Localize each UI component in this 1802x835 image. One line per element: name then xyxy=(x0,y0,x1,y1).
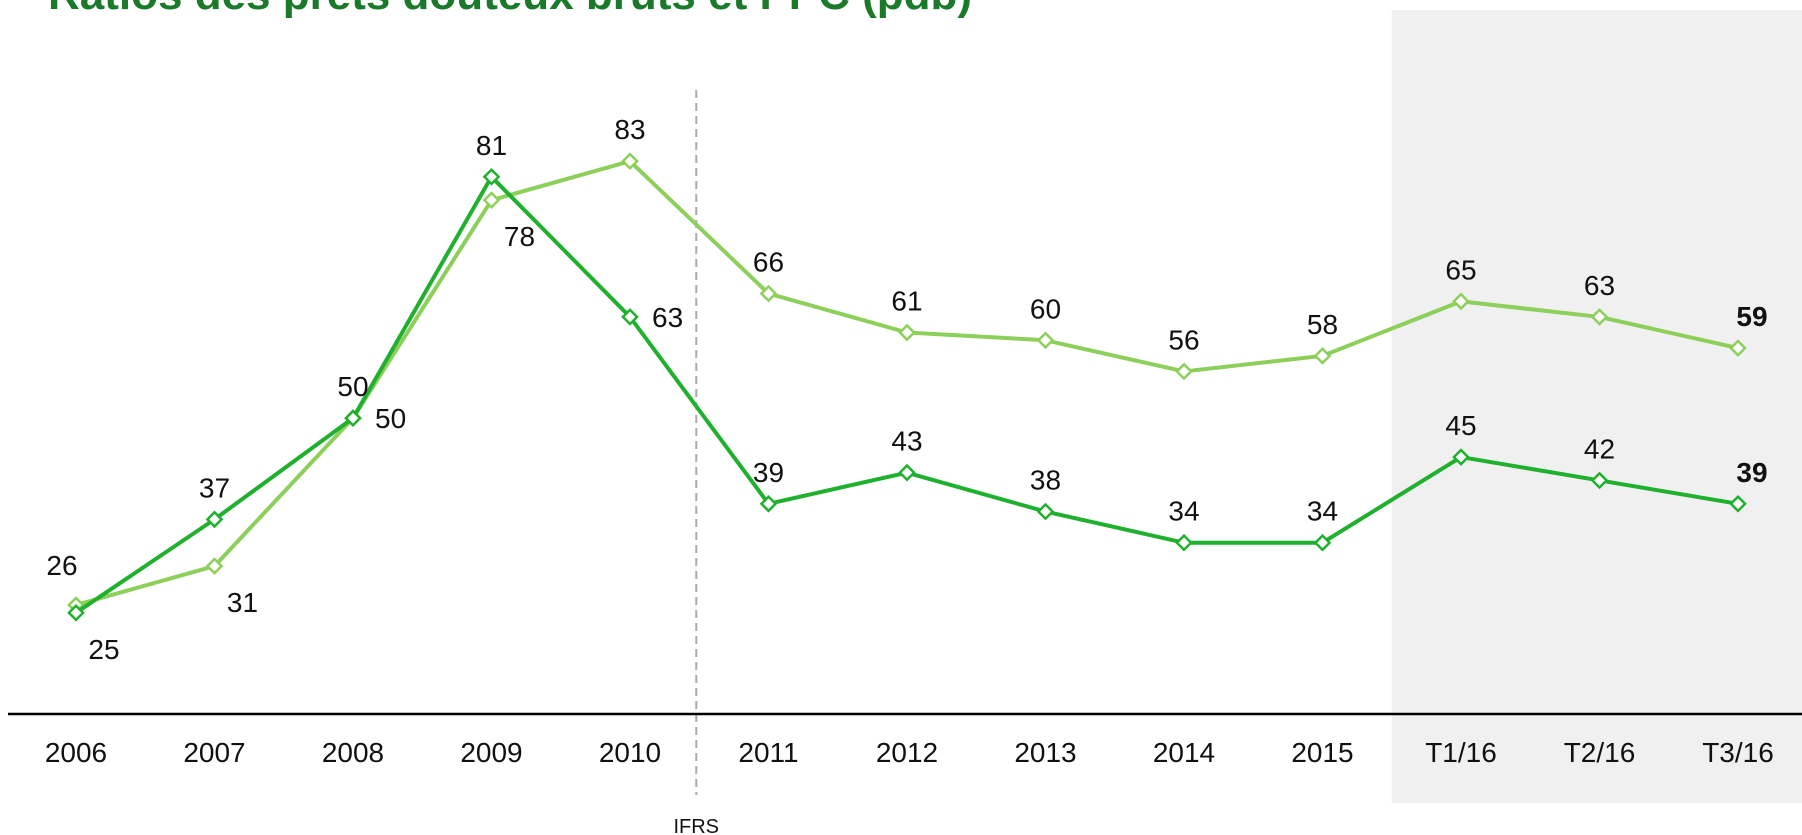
x-tick-label: T2/16 xyxy=(1564,737,1636,768)
series-1-point xyxy=(205,557,224,575)
series-1-point xyxy=(1590,308,1609,326)
series-1-point xyxy=(1313,347,1332,365)
series-2-point xyxy=(621,308,639,326)
x-tick-label: 2011 xyxy=(738,737,798,768)
series-layer: 26 31 50 78 83 66 61 60 56 58 65 63 59 25 37 50 81 63 39 43… xyxy=(46,114,1767,665)
x-tick-label: 2009 xyxy=(460,737,522,768)
series-1-data-label: 31 xyxy=(227,587,258,618)
series-2-point xyxy=(1175,533,1193,552)
series-2-data-label: 34 xyxy=(1307,496,1338,527)
series-1-data-label: 63 xyxy=(1584,270,1615,301)
series-2-point xyxy=(1729,494,1747,513)
series-1-point xyxy=(898,323,916,342)
series-1-data-label: 78 xyxy=(504,221,535,252)
series-1-point xyxy=(1175,362,1193,381)
x-tick-label: 2007 xyxy=(183,737,245,768)
series-2-data-label: 45 xyxy=(1445,410,1476,441)
x-tick-label: 2010 xyxy=(599,737,661,768)
series-2-data-label: 39 xyxy=(753,457,784,488)
series-1-data-label: 26 xyxy=(46,550,77,581)
series-2-data-label: 34 xyxy=(1168,496,1199,527)
series-2-data-label: 25 xyxy=(88,634,119,665)
series-2-point xyxy=(1452,448,1470,466)
series-2-point xyxy=(759,494,778,513)
series-2-point xyxy=(482,167,501,186)
series-2-point xyxy=(898,463,916,482)
series-2-data-label: 42 xyxy=(1584,433,1615,464)
series-2-point xyxy=(205,510,224,529)
series-2-data-label: 43 xyxy=(891,426,922,457)
series-1-data-label: 60 xyxy=(1030,293,1061,324)
series-1-data-label: 65 xyxy=(1445,254,1476,285)
series-1-point xyxy=(482,191,501,209)
ifrs-label: IFRS xyxy=(673,816,719,835)
series-1-data-label: 58 xyxy=(1307,309,1338,340)
series-1-point xyxy=(1729,339,1747,357)
series-1-point xyxy=(621,152,639,171)
series-1-data-label: 83 xyxy=(614,114,645,145)
series-1-point xyxy=(1452,292,1470,311)
series-1-data-label: 66 xyxy=(753,247,784,278)
series-2-point xyxy=(344,409,362,427)
series-2-point xyxy=(1036,502,1055,521)
series-2-data-label: 50 xyxy=(337,371,368,402)
series-2-data-label: 81 xyxy=(476,130,507,161)
x-axis-tick-labels: 2006 2007 2008 2009 2010 2011 2012 2013 2014 2015… xyxy=(45,737,1774,768)
series-1-point xyxy=(1036,331,1055,350)
series-1-point xyxy=(759,284,778,303)
series-1-data-label: 61 xyxy=(891,286,922,317)
series-1-data-label: 56 xyxy=(1168,324,1199,355)
x-tick-label: T1/16 xyxy=(1425,737,1497,768)
series-1-data-label: 59 xyxy=(1736,301,1767,332)
series-2-point xyxy=(67,603,85,622)
series-2-point xyxy=(1590,471,1609,490)
x-tick-label: 2008 xyxy=(322,737,384,768)
series-2-data-label: 38 xyxy=(1030,465,1061,496)
x-tick-label: 2013 xyxy=(1014,737,1076,768)
chart-title: Ratios des prêts douteux bruts et PPC (p… xyxy=(48,0,972,20)
quarterly-shaded-region xyxy=(1391,10,1802,803)
series-2-data-label: 39 xyxy=(1736,457,1767,488)
series-1-data-label: 50 xyxy=(375,403,406,434)
x-tick-label: T3/16 xyxy=(1702,737,1774,768)
x-tick-label: 2015 xyxy=(1291,737,1353,768)
x-tick-label: 2012 xyxy=(876,737,938,768)
series-2-data-label: 37 xyxy=(199,472,230,503)
series-2-point xyxy=(1313,533,1332,552)
x-tick-label: 2014 xyxy=(1153,737,1215,768)
series-2-data-label: 63 xyxy=(652,302,683,333)
series-2: 25 37 50 81 63 39 43 38 34 34 45 42 39 xyxy=(67,130,1768,665)
x-tick-label: 2006 xyxy=(45,737,107,768)
